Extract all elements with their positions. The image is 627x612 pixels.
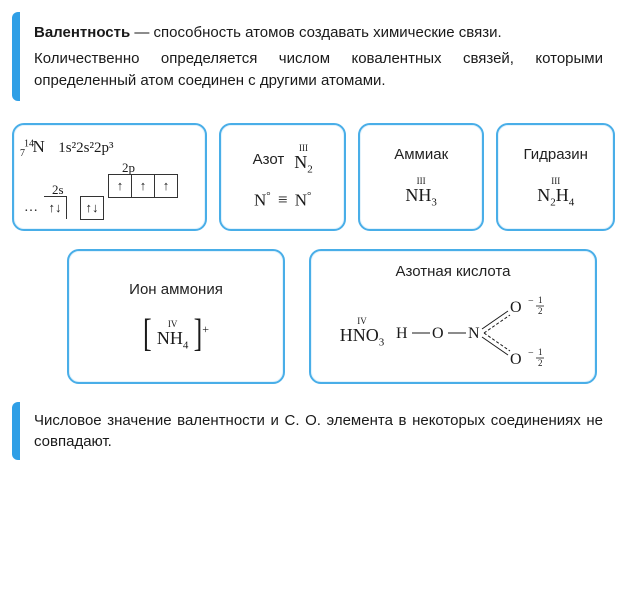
nitric-H: H [340, 325, 353, 345]
card-row-1: 147 N 1s²2s²2p³ 2p 2s … ↑ ↑ ↑ ↑↓ ↑↓ Азот [12, 123, 615, 231]
nitrogen-line1: 147 N 1s²2s²2p³ [24, 137, 113, 159]
card-nitrogen-config: 147 N 1s²2s²2p³ 2p 2s … ↑ ↑ ↑ ↑↓ ↑↓ [12, 123, 207, 231]
svg-O-down: O [510, 351, 522, 368]
card-ammonium: Ион аммония [ IV NH4 ]+ [67, 249, 285, 384]
bracket-left-icon: [ [143, 323, 152, 346]
triple-bond-icon: ≡ [278, 190, 288, 209]
nitric-structure-icon: H O N O O − 1 2 [394, 296, 566, 370]
footer-text: Числовое значение валентности и С. О. эл… [34, 412, 603, 450]
orbital-box: ↑↓ [80, 196, 104, 220]
svg-H: H [396, 325, 408, 342]
nitrogen-symbol: N [33, 137, 45, 156]
svg-N: N [468, 325, 480, 342]
nitric-body: IV HNO3 H O N O O [340, 296, 567, 370]
ammonium-formula: [ IV NH4 ]+ [143, 320, 209, 352]
definition-s2: Количественно определяется числом ковале… [34, 48, 603, 92]
hydrazine-H: H [556, 185, 569, 205]
ammonia-formula: III NH3 [405, 177, 437, 209]
nitric-N: N [353, 325, 366, 345]
svg-text:−: − [528, 348, 534, 359]
ammonia-title: Аммиак [394, 146, 448, 163]
svg-text:2: 2 [538, 358, 543, 368]
azot-el: N [294, 152, 307, 172]
card-hydrazine: Гидразин III N2H4 [496, 123, 615, 231]
ammonia-NH: NH [405, 185, 431, 205]
definition-box: Валентность — способность атомов создава… [12, 12, 615, 101]
orbital-box: ↑ [131, 174, 155, 198]
orbital-2p-row: ↑ ↑ ↑ [108, 174, 178, 198]
definition-s1: способность атомов создавать химические … [154, 24, 502, 41]
orb-arrow: ↑ [140, 178, 147, 194]
bond-deg-r: ° [307, 190, 311, 202]
card-ammonia: Аммиак III NH3 [358, 123, 484, 231]
orbital-diagram: 2p 2s … ↑ ↑ ↑ ↑↓ ↑↓ [24, 160, 194, 218]
definition-dash: — [130, 24, 153, 41]
orbital-dots: … [24, 200, 38, 216]
ammonia-sub: 3 [431, 197, 437, 209]
orbital-2s-row: ↑↓ [80, 196, 104, 220]
definition-term: Валентность [34, 24, 130, 41]
nitric-O: O [366, 325, 379, 345]
orb-arrow: ↑ [163, 178, 170, 194]
bond-deg-l: ° [266, 190, 270, 202]
ammonium-charge: + [202, 323, 209, 337]
hydrazine-N: N [537, 185, 550, 205]
card-azot: Азот III N2 N° ≡ N° [219, 123, 345, 231]
bond-N-right: N [295, 190, 307, 209]
svg-text:1: 1 [538, 347, 543, 357]
ammonium-N: N [157, 328, 170, 348]
orb-arrow: ↑↓ [49, 200, 62, 216]
footer-note: Числовое значение валентности и С. О. эл… [12, 402, 615, 460]
svg-O-up: O [510, 299, 522, 316]
svg-text:1: 1 [538, 296, 543, 305]
bracket-right-icon: ] [194, 323, 203, 346]
ammonium-title: Ион аммония [129, 281, 223, 298]
nitric-sub3: 3 [379, 337, 385, 349]
azot-title: Азот [253, 151, 285, 168]
ammonium-sub: 4 [183, 340, 189, 352]
nitric-short-formula: IV HNO3 [340, 317, 385, 349]
ammonium-H: H [170, 328, 183, 348]
azot-line1: Азот III N2 [253, 144, 313, 176]
bond-N-left: N [254, 190, 266, 209]
svg-text:2: 2 [538, 306, 543, 316]
svg-text:−: − [528, 296, 534, 307]
orbital-box: ↑ [154, 174, 178, 198]
orb-arrow: ↑↓ [86, 200, 99, 216]
orbital-1s-row: ↑↓ [44, 196, 67, 219]
svg-O1: O [432, 325, 444, 342]
card-row-2: Ион аммония [ IV NH4 ]+ Азотная кислота … [67, 249, 615, 384]
azot-bondline: N° ≡ N° [254, 190, 311, 211]
nitrogen-charge: 7 [20, 148, 25, 159]
card-nitric-acid: Азотная кислота IV HNO3 H O N O [309, 249, 597, 384]
orb-arrow: ↑ [117, 178, 124, 194]
hydrazine-s4: 4 [569, 197, 575, 209]
orbital-box: ↑↓ [44, 196, 67, 219]
nitrogen-config: 1s²2s²2p³ [58, 140, 113, 156]
hydrazine-formula: III N2H4 [537, 177, 574, 209]
nitric-title: Азотная кислота [396, 263, 511, 280]
azot-sub: 2 [307, 164, 313, 176]
azot-N2: III N2 [294, 144, 313, 176]
hydrazine-title: Гидразин [523, 146, 587, 163]
orbital-box: ↑ [108, 174, 132, 198]
